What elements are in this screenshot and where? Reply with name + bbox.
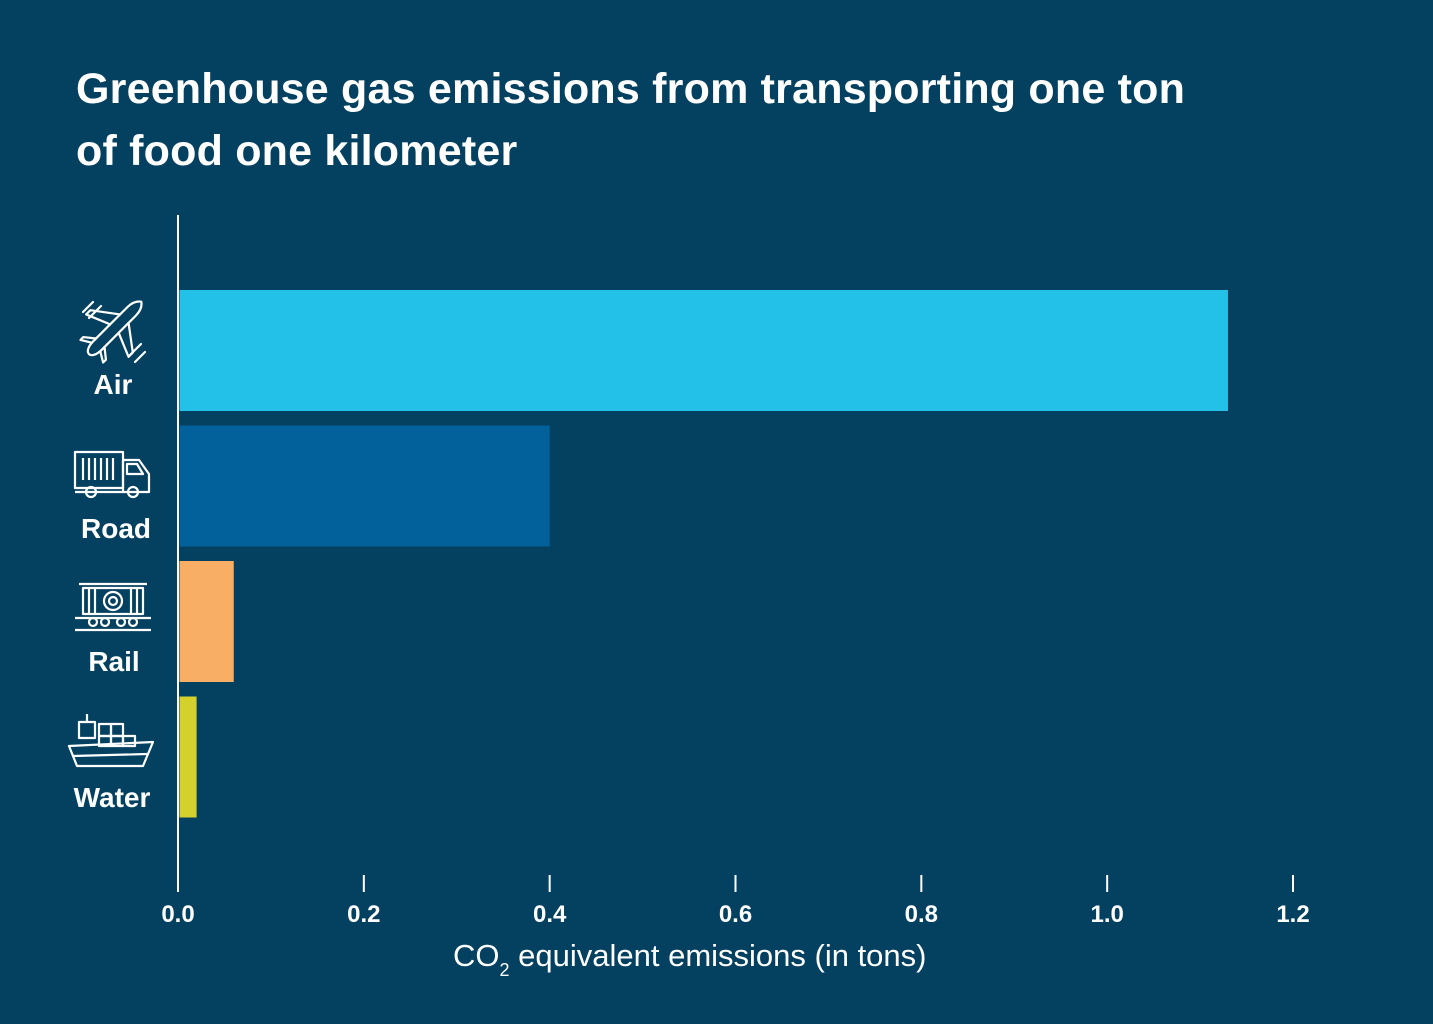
chart-title-line-1: Greenhouse gas emissions from transporti… xyxy=(76,65,1186,113)
train-icon xyxy=(75,582,151,632)
x-tick-label: 0.8 xyxy=(905,901,938,928)
x-tick-label: 0.6 xyxy=(719,901,752,928)
bar-air xyxy=(179,290,1228,411)
x-axis-label-subscript: 2 xyxy=(499,960,510,980)
airplane-icon xyxy=(79,300,147,364)
category-label-road: Road xyxy=(81,513,151,544)
x-tick-label: 1.0 xyxy=(1090,901,1123,928)
category-label-water: Water xyxy=(74,782,151,813)
x-axis-label-prefix: CO xyxy=(453,938,500,973)
bar-water xyxy=(179,696,197,818)
x-ticks: 0.0 0.2 0.4 0.6 0.8 1.0 1.2 xyxy=(161,875,1310,928)
chart-title: Greenhouse gas emissions from transporti… xyxy=(76,58,1276,182)
chart-title-line-2: of food one kilometer xyxy=(76,127,518,175)
x-tick-label: 0.4 xyxy=(533,901,567,928)
truck-icon xyxy=(73,450,151,499)
x-axis-label-suffix: equivalent emissions (in tons) xyxy=(509,938,927,973)
bar-road xyxy=(179,425,550,547)
ship-icon xyxy=(67,714,155,768)
category-label-air: Air xyxy=(94,369,133,400)
bar-rail xyxy=(179,561,234,682)
x-tick-label: 0.2 xyxy=(347,901,380,928)
x-tick-label: 0.0 xyxy=(161,901,194,928)
bars-group xyxy=(179,290,1228,818)
x-tick-label: 1.2 xyxy=(1276,901,1309,928)
category-labels: Air Road Rail Water xyxy=(74,369,151,813)
category-label-rail: Rail xyxy=(88,646,139,677)
